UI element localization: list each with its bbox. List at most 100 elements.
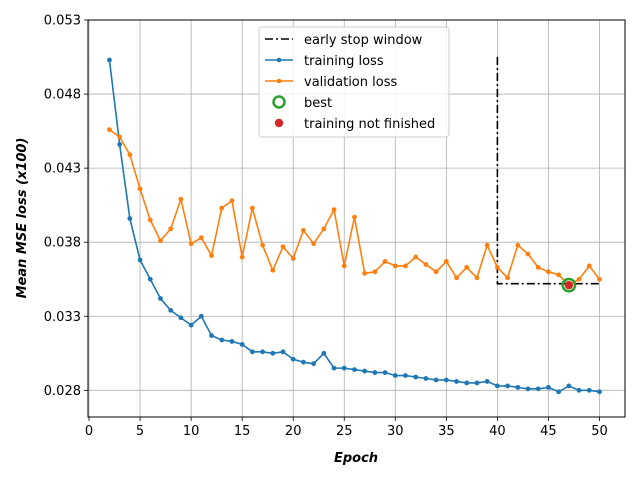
x-tick-label: 40: [489, 424, 506, 439]
validation-loss-point: [188, 241, 194, 247]
training-loss-point: [117, 142, 123, 147]
validation-loss-point: [576, 276, 582, 282]
training-loss-point: [301, 359, 306, 365]
validation-loss-point: [362, 270, 368, 276]
x-tick-label: 45: [540, 424, 557, 439]
validation-loss-point: [147, 217, 153, 223]
validation-loss-point: [505, 275, 510, 281]
y-tick-label: 0.048: [44, 88, 81, 103]
training-loss-point: [341, 365, 347, 371]
training-loss-point: [107, 57, 112, 63]
training-loss-point: [137, 257, 143, 263]
y-tick-label: 0.038: [44, 236, 81, 251]
x-tick-label: 5: [136, 424, 144, 439]
validation-loss-point: [280, 244, 286, 250]
training-loss-point: [229, 339, 235, 344]
training-loss-point: [147, 276, 153, 282]
validation-loss-point: [331, 207, 337, 213]
training-loss-point: [372, 370, 378, 375]
validation-loss-point: [117, 134, 123, 140]
training-loss-point: [443, 377, 449, 383]
legend: early stop window training loss validati…: [258, 26, 450, 138]
training-loss-point: [546, 384, 551, 390]
training-loss-point: [249, 349, 255, 355]
validation-loss-point: [597, 276, 602, 282]
validation-loss-point: [219, 205, 225, 211]
x-tick-label: 30: [387, 424, 404, 439]
validation-loss-point: [484, 242, 490, 248]
training-loss-point: [484, 379, 490, 384]
x-tick-label: 15: [234, 424, 251, 439]
validation-loss-point: [301, 227, 306, 233]
training-loss-point: [290, 356, 296, 362]
training-loss-point: [423, 376, 429, 381]
training-loss-point: [219, 337, 225, 343]
training-loss-point: [474, 380, 480, 386]
training-loss-point: [494, 383, 500, 389]
training-loss-point: [239, 342, 245, 347]
validation-loss-point: [454, 275, 459, 281]
training-loss-point: [576, 387, 582, 393]
training-loss-point: [331, 365, 337, 371]
training-loss-point: [403, 373, 408, 378]
validation-loss-point: [127, 152, 133, 158]
validation-loss-point: [198, 235, 204, 241]
training-loss-point: [270, 350, 276, 356]
training-loss-point: [505, 383, 510, 389]
validation-loss-point: [239, 254, 245, 260]
training-loss-point: [464, 380, 470, 386]
not-finished-marker: [564, 280, 574, 290]
plot-area: [107, 57, 602, 395]
x-axis-label: Epoch: [334, 451, 378, 466]
training-loss-point: [362, 368, 368, 374]
validation-loss-point: [321, 226, 327, 232]
validation-loss-point: [515, 242, 521, 248]
validation-loss-point: [474, 275, 480, 281]
training-loss-point: [556, 389, 562, 395]
validation-loss-point: [352, 214, 357, 220]
validation-loss-point: [372, 269, 378, 275]
training-loss-point: [392, 373, 398, 378]
x-tick-label: 20: [285, 424, 302, 439]
validation-loss-point: [433, 269, 439, 275]
validation-loss-point: [341, 263, 347, 269]
training-loss-point: [515, 384, 521, 390]
training-loss-point: [198, 313, 204, 319]
validation-loss-point: [260, 242, 265, 248]
validation-loss-point: [392, 263, 398, 269]
training-loss-point: [535, 386, 541, 392]
training-loss-point: [260, 349, 265, 355]
validation-loss-point: [546, 269, 551, 275]
validation-loss-point: [382, 259, 388, 264]
legend-marker-validation: [276, 78, 282, 84]
validation-loss-point: [178, 196, 184, 202]
x-tick-label: 35: [438, 424, 455, 439]
validation-loss-point: [249, 205, 255, 211]
axes: 0 5 10 15 20 25 30 35 40 45 50 0.028 0.033 0.038 0.043…: [44, 14, 608, 440]
training-loss-point: [382, 370, 388, 375]
training-loss-point: [280, 349, 286, 355]
validation-loss-point: [229, 198, 235, 204]
y-axis-label: Mean MSE loss (x100): [15, 138, 30, 299]
validation-loss-point: [209, 253, 214, 258]
training-loss-point: [525, 386, 531, 392]
legend-marker-training: [276, 57, 282, 63]
validation-loss-point: [290, 256, 296, 261]
training-loss-point: [188, 322, 194, 328]
best-marker: [561, 277, 577, 293]
validation-loss-point: [158, 238, 163, 244]
legend-label-training: training loss: [304, 54, 384, 69]
plot-frame: [87, 19, 626, 418]
legend-box: [258, 26, 450, 138]
training-loss-point: [352, 367, 357, 372]
training-loss-point: [178, 315, 184, 321]
training-loss-point: [433, 377, 439, 383]
validation-loss-point: [525, 251, 531, 257]
y-tick-label: 0.028: [44, 384, 81, 399]
y-tick-label: 0.043: [44, 162, 81, 177]
validation-loss-point: [168, 226, 174, 232]
training-loss-point: [586, 387, 592, 393]
validation-loss-point: [494, 264, 500, 270]
training-loss-point: [413, 374, 419, 380]
